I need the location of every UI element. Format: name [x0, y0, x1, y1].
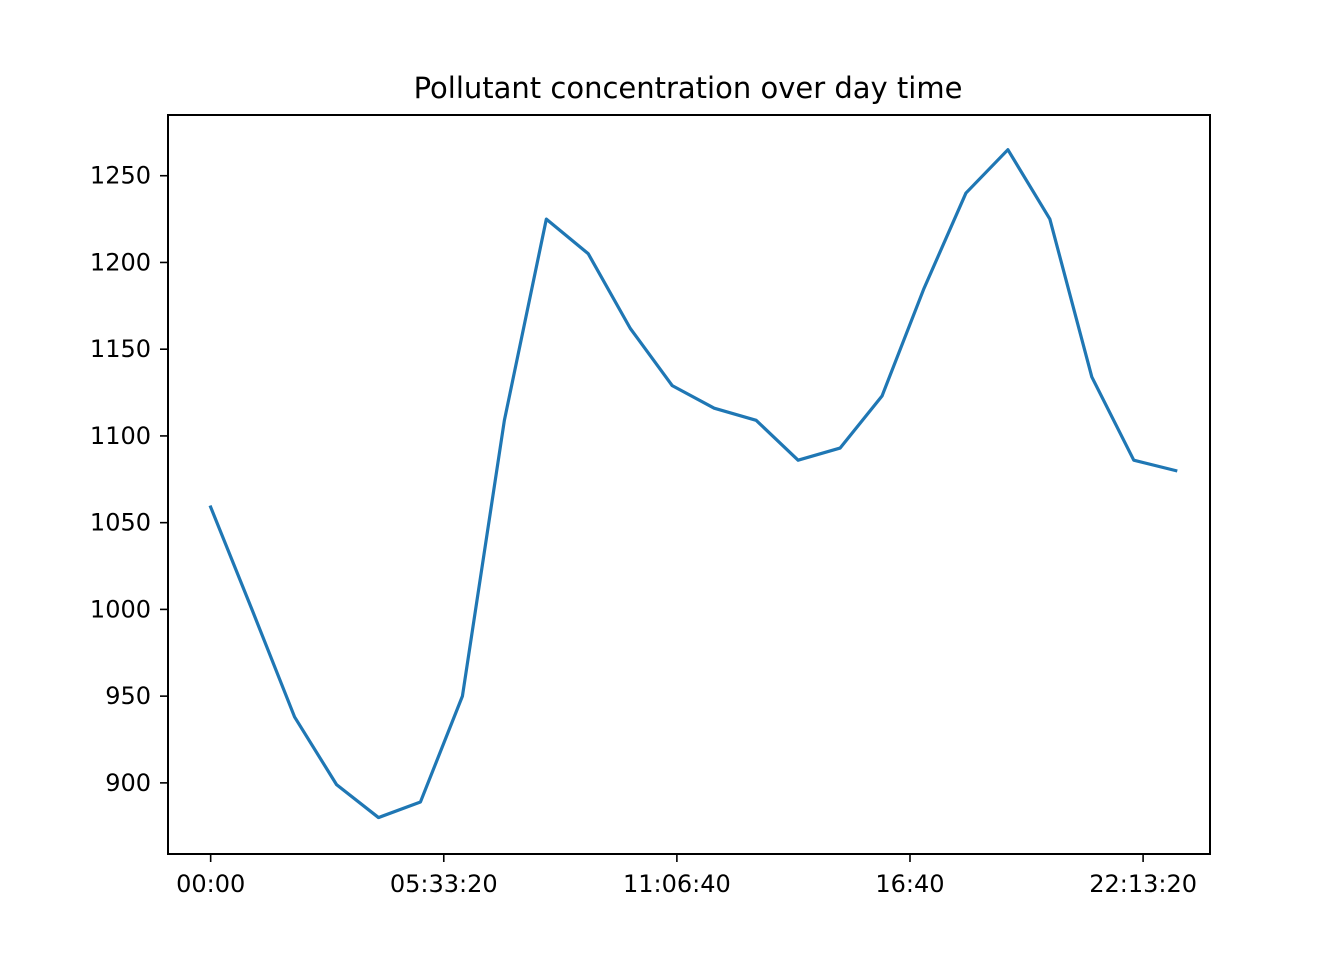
y-axis: 900 950 1000 1050 1100 1150 1200 1250 [90, 162, 168, 797]
chart-title: Pollutant concentration over day time [414, 71, 963, 105]
y-tick-label: 1050 [90, 509, 151, 537]
x-tick-label: 22:13:20 [1089, 870, 1197, 898]
series-layer [208, 148, 1178, 820]
x-axis: 00:00 05:33:20 11:06:40 16:40 22:13:20 [176, 854, 1197, 898]
y-tick-label: 1000 [90, 595, 151, 623]
y-tick-label: 1200 [90, 248, 151, 276]
x-tick-label: 05:33:20 [390, 870, 498, 898]
x-tick-label: 11:06:40 [623, 870, 731, 898]
y-tick-label: 1250 [90, 162, 151, 190]
y-tick-label: 1150 [90, 335, 151, 363]
x-tick-label: 00:00 [176, 870, 245, 898]
y-tick-label: 900 [105, 769, 151, 797]
y-tick-label: 950 [105, 682, 151, 710]
x-tick-label: 16:40 [875, 870, 944, 898]
series-line-0 [208, 148, 1178, 820]
y-tick-label: 1100 [90, 422, 151, 450]
plot-frame [167, 114, 1211, 855]
